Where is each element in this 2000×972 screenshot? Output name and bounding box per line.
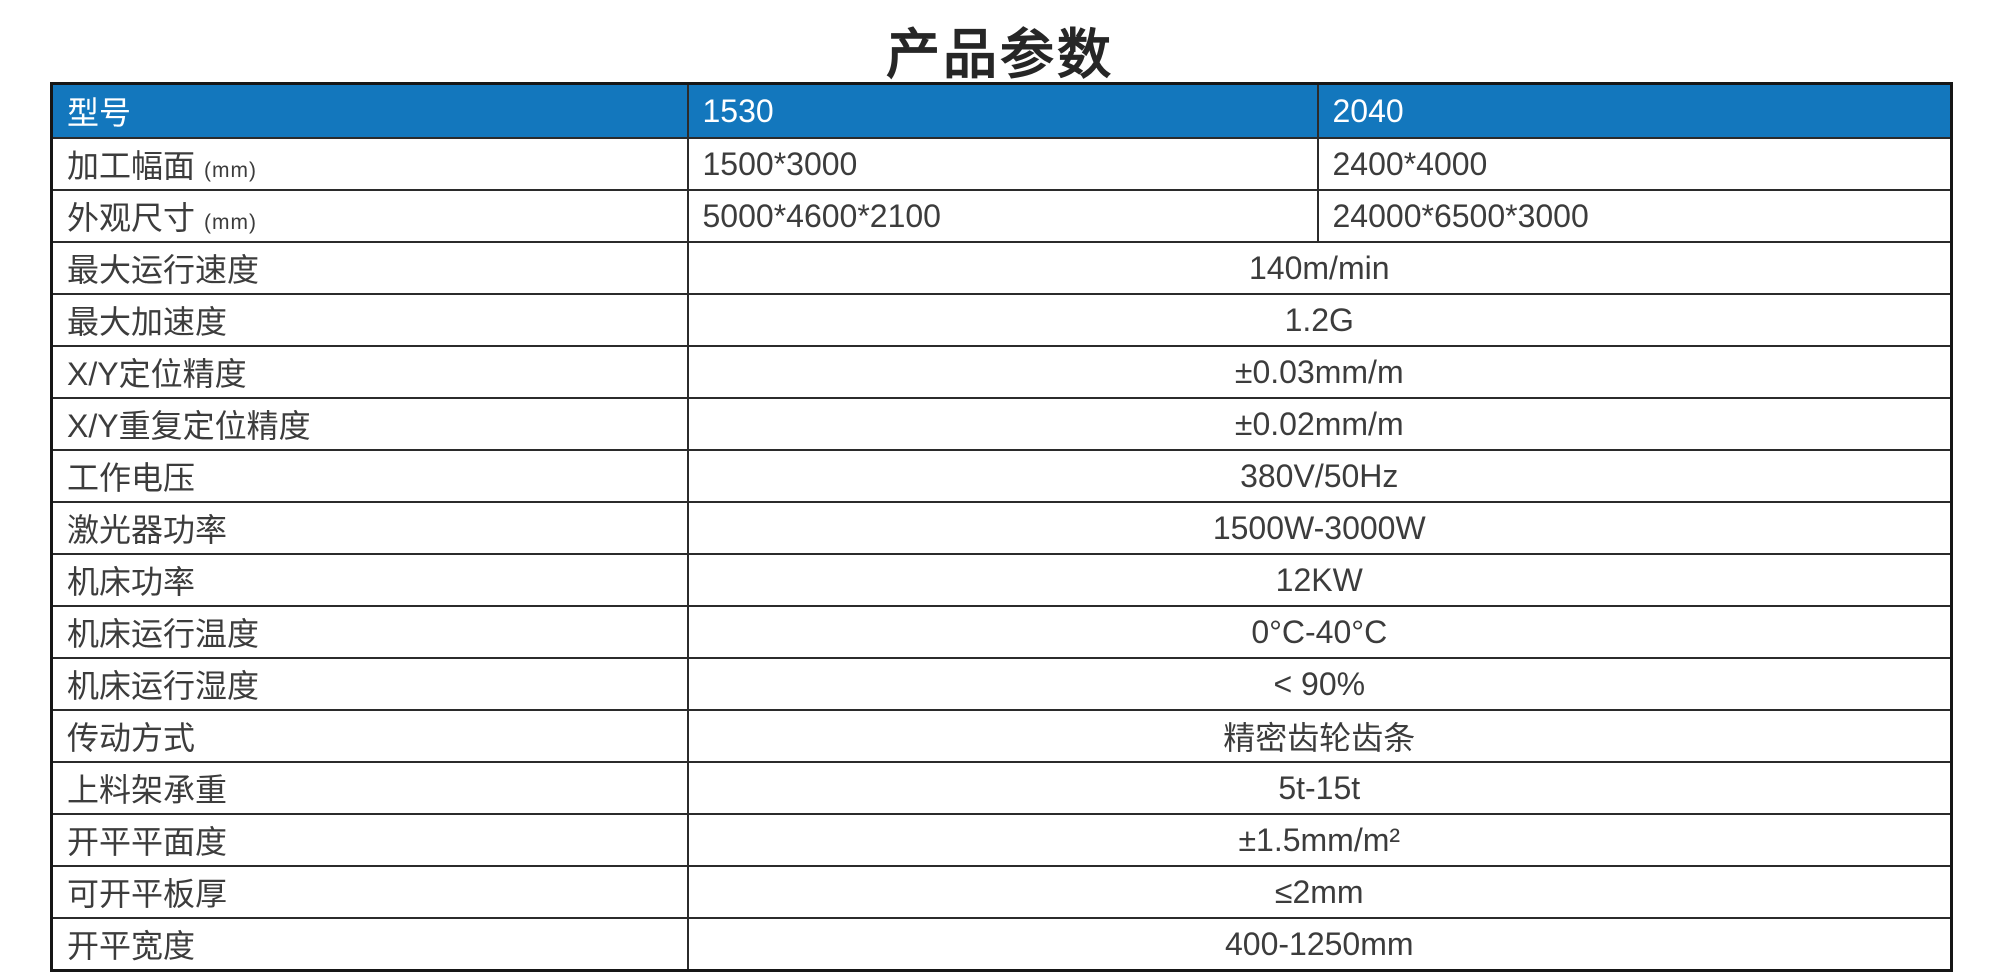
model-header-cell: 型号 bbox=[50, 82, 689, 139]
row-label-cell: 可开平板厚 bbox=[50, 865, 689, 919]
merged-value-cell: ±0.03mm/m bbox=[686, 345, 1953, 399]
row-label-cell: 最大运行速度 bbox=[50, 241, 689, 295]
value-cell-2040: 2400*4000 bbox=[1316, 137, 1953, 191]
row-loading-rack-capacity: 上料架承重 5t-15t bbox=[50, 761, 1953, 815]
spec-table: 型号 1530 2040 加工幅面 (mm) 1500*3000 2400*400… bbox=[50, 82, 1953, 972]
row-flattening-plate-thickness: 可开平板厚 ≤2mm bbox=[50, 865, 1953, 919]
model-1530-header-cell: 1530 bbox=[686, 82, 1319, 139]
value-cell-1530: 5000*4600*2100 bbox=[686, 189, 1319, 243]
row-xy-positioning-accuracy: X/Y定位精度 ±0.03mm/m bbox=[50, 345, 1953, 399]
merged-value-cell: ±0.02mm/m bbox=[686, 397, 1953, 451]
merged-value-cell: ≤2mm bbox=[686, 865, 1953, 919]
row-label-cell: 机床运行湿度 bbox=[50, 657, 689, 711]
merged-value-cell: 精密齿轮齿条 bbox=[686, 709, 1953, 763]
merged-value-cell: 0°C-40°C bbox=[686, 605, 1953, 659]
row-label-unit: (mm) bbox=[204, 211, 257, 234]
value-cell-1530: 1500*3000 bbox=[686, 137, 1319, 191]
row-label-cell: 开平平面度 bbox=[50, 813, 689, 867]
row-working-voltage: 工作电压 380V/50Hz bbox=[50, 449, 1953, 503]
row-label-cell: 开平宽度 bbox=[50, 917, 689, 972]
row-label-cell: 上料架承重 bbox=[50, 761, 689, 815]
row-operating-temperature: 机床运行温度 0°C-40°C bbox=[50, 605, 1953, 659]
row-machine-power: 机床功率 12KW bbox=[50, 553, 1953, 607]
row-overall-dimensions: 外观尺寸 (mm) 5000*4600*2100 24000*6500*3000 bbox=[50, 189, 1953, 243]
row-working-area: 加工幅面 (mm) 1500*3000 2400*4000 bbox=[50, 137, 1953, 191]
row-flattening-flatness: 开平平面度 ±1.5mm/m² bbox=[50, 813, 1953, 867]
row-laser-power: 激光器功率 1500W-3000W bbox=[50, 501, 1953, 555]
table-header-row: 型号 1530 2040 bbox=[50, 82, 1953, 139]
value-cell-2040: 24000*6500*3000 bbox=[1316, 189, 1953, 243]
row-label-unit: (mm) bbox=[204, 159, 257, 182]
merged-value-cell: 1.2G bbox=[686, 293, 1953, 347]
row-label-cell: 加工幅面 (mm) bbox=[50, 137, 689, 191]
merged-value-cell: 400-1250mm bbox=[686, 917, 1953, 972]
page-title: 产品参数 bbox=[886, 25, 1114, 85]
merged-value-cell: ±1.5mm/m² bbox=[686, 813, 1953, 867]
row-flattening-width: 开平宽度 400-1250mm bbox=[50, 917, 1953, 972]
model-2040-header-cell: 2040 bbox=[1316, 82, 1953, 139]
merged-value-cell: 140m/min bbox=[686, 241, 1953, 295]
row-label-cell: 机床功率 bbox=[50, 553, 689, 607]
row-label-cell: X/Y重复定位精度 bbox=[50, 397, 689, 451]
merged-value-cell: 1500W-3000W bbox=[686, 501, 1953, 555]
row-label-cell: 最大加速度 bbox=[50, 293, 689, 347]
row-label-cell: 激光器功率 bbox=[50, 501, 689, 555]
row-label-cell: 机床运行温度 bbox=[50, 605, 689, 659]
row-transmission-type: 传动方式 精密齿轮齿条 bbox=[50, 709, 1953, 763]
row-label-cell: 外观尺寸 (mm) bbox=[50, 189, 689, 243]
row-xy-repeat-accuracy: X/Y重复定位精度 ±0.02mm/m bbox=[50, 397, 1953, 451]
merged-value-cell: 380V/50Hz bbox=[686, 449, 1953, 503]
row-max-speed: 最大运行速度 140m/min bbox=[50, 241, 1953, 295]
merged-value-cell: 12KW bbox=[686, 553, 1953, 607]
row-label-cell: X/Y定位精度 bbox=[50, 345, 689, 399]
row-operating-humidity: 机床运行湿度 < 90% bbox=[50, 657, 1953, 711]
row-label-cell: 传动方式 bbox=[50, 709, 689, 763]
merged-value-cell: < 90% bbox=[686, 657, 1953, 711]
merged-value-cell: 5t-15t bbox=[686, 761, 1953, 815]
row-label: 加工幅面 bbox=[67, 148, 196, 184]
row-label: 外观尺寸 bbox=[67, 200, 196, 236]
row-max-acceleration: 最大加速度 1.2G bbox=[50, 293, 1953, 347]
row-label-cell: 工作电压 bbox=[50, 449, 689, 503]
